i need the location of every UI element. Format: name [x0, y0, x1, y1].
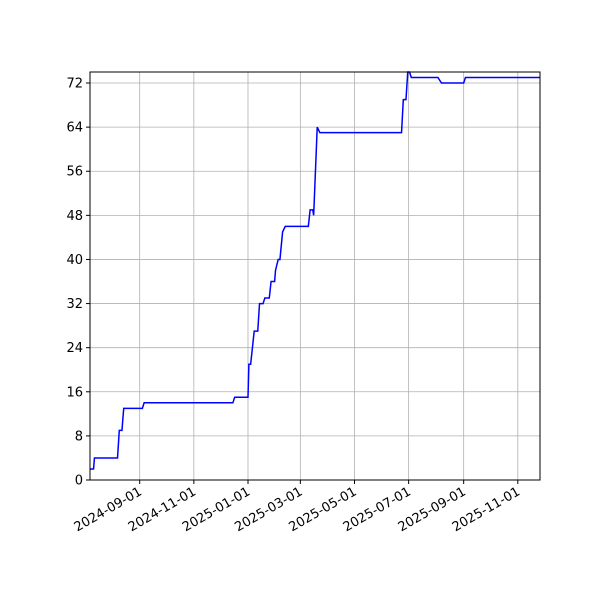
y-tick-label: 0 [75, 474, 83, 489]
y-tick-label: 32 [66, 297, 83, 312]
y-tick-label: 16 [66, 385, 83, 400]
data-line [90, 71, 540, 470]
plot-frame [89, 71, 541, 481]
y-tick-label: 64 [66, 121, 83, 136]
y-tick-label: 8 [75, 429, 83, 444]
y-tick-label: 72 [66, 77, 83, 92]
y-tick-label: 48 [66, 209, 83, 224]
y-tick-label: 24 [66, 341, 83, 356]
y-tick-label: 56 [66, 165, 83, 180]
y-tick-label: 40 [66, 253, 83, 268]
